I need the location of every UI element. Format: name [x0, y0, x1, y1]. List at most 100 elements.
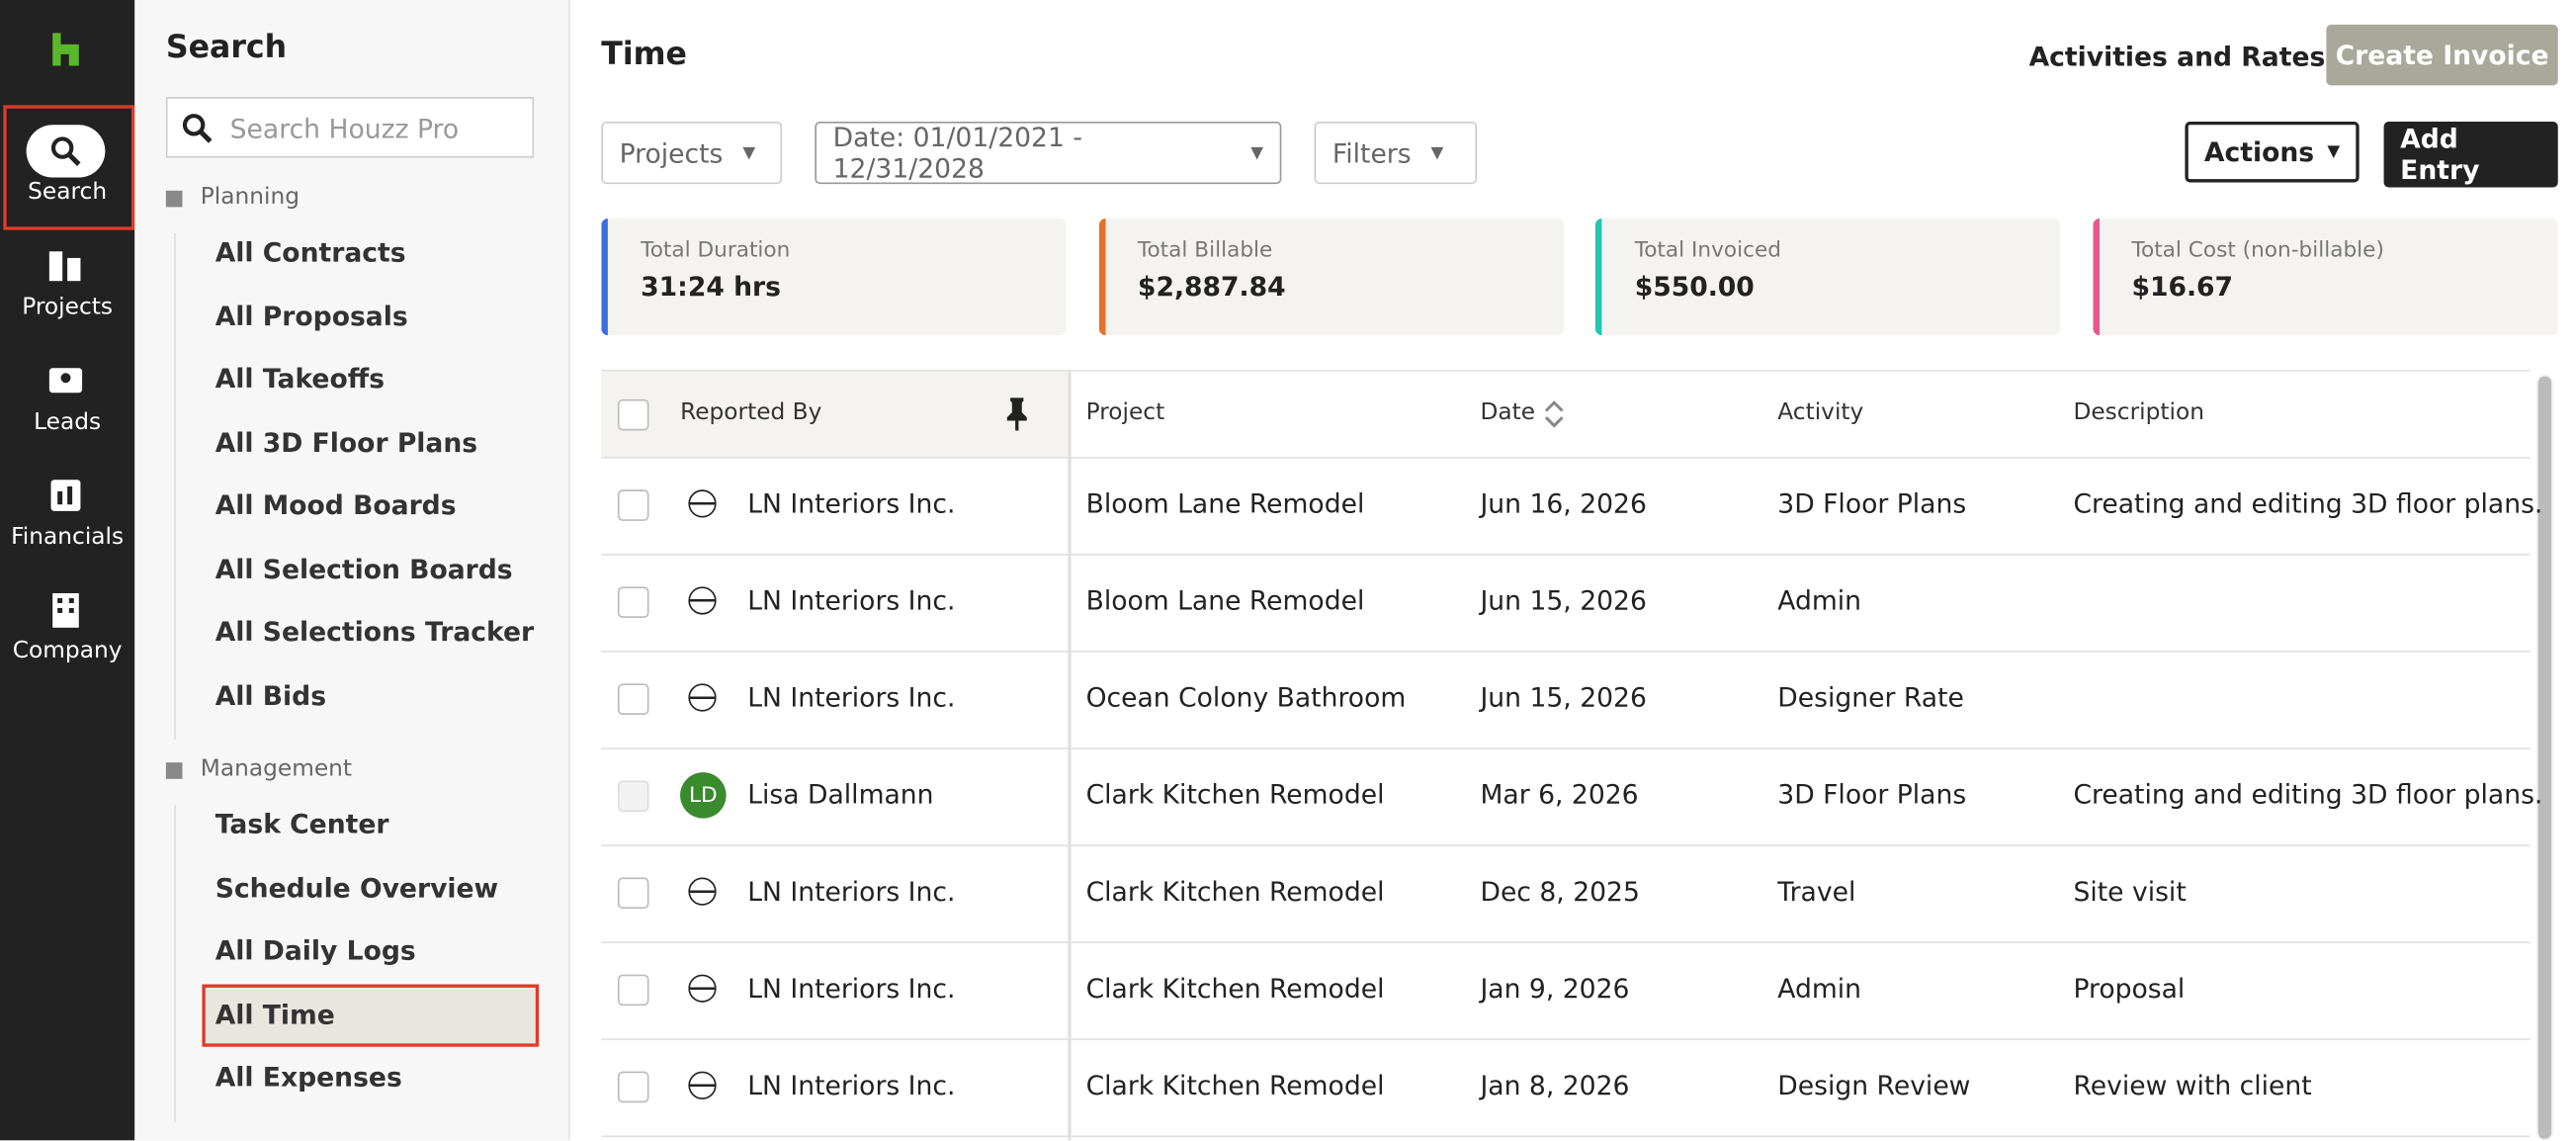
cell-activity: Design Review [1777, 1069, 1971, 1101]
projects-icon [48, 251, 81, 282]
cell-project: Ocean Colony Bathroom [1085, 681, 1407, 714]
nav-item[interactable]: Company [12, 637, 123, 664]
summary-card: Total Invoiced $550.00 [1594, 219, 2061, 336]
row-checkbox[interactable] [617, 974, 649, 1007]
table-border [601, 369, 2531, 372]
panel-link[interactable]: All Selections Tracker [215, 616, 535, 648]
panel-link[interactable]: All Expenses [215, 1061, 402, 1094]
cell-description: Site visit [2073, 875, 2187, 908]
company-avatar [688, 586, 717, 615]
card-value: $2,887.84 [1137, 271, 1286, 303]
caret: ▼ [1250, 143, 1264, 162]
panel-link[interactable]: All Bids [215, 679, 327, 711]
label: Actions [2203, 135, 2315, 168]
nav-item[interactable]: Projects [22, 294, 114, 321]
row-checkbox[interactable] [617, 1071, 649, 1103]
row-line [601, 1038, 2531, 1041]
add-entry-button[interactable]: Add Entry [2383, 121, 2558, 188]
activities-link[interactable]: Activities and Rates [2028, 41, 2326, 73]
card-label: Total Cost (non-billable) [2131, 237, 2384, 263]
company-avatar [688, 974, 717, 1003]
cell-activity: Travel [1777, 875, 1856, 908]
filters-dropdown[interactable]: Filters ▼ [1314, 121, 1478, 185]
panel-link[interactable]: Task Center [215, 808, 389, 840]
search-pill [26, 125, 106, 178]
cell-project: Bloom Lane Remodel [1085, 487, 1365, 520]
logo [52, 33, 79, 66]
section-label: Planning [200, 184, 301, 211]
row-checkbox[interactable] [617, 780, 649, 813]
caret: ▼ [742, 143, 756, 162]
scrollbar [2536, 374, 2553, 1141]
cell-reporter: LN Interiors Inc. [747, 875, 956, 908]
column-header: Reported By [680, 398, 822, 426]
financials-icon [50, 480, 81, 511]
search-icon [50, 136, 81, 166]
panel-link[interactable]: All Selection Boards [215, 553, 513, 584]
company-icon [52, 592, 79, 628]
projects-dropdown[interactable]: Projects ▼ [601, 121, 783, 185]
panel-link[interactable]: All 3D Floor Plans [215, 426, 478, 458]
card-value: $550.00 [1634, 271, 1755, 303]
actions-button[interactable]: Actions ▼ [2185, 121, 2360, 183]
panel-link[interactable]: All Takeoffs [215, 363, 386, 395]
caret: ▼ [1430, 143, 1444, 162]
panel-link[interactable]: All Proposals [215, 300, 408, 331]
panel-link[interactable]: All Contracts [215, 236, 406, 268]
create-invoice-button[interactable]: Create Invoice [2326, 24, 2558, 86]
nav-item[interactable]: Financials [11, 524, 125, 551]
panel-link[interactable]: All Daily Logs [215, 934, 416, 967]
summary-card: Total Cost (non-billable) $16.67 [2092, 219, 2557, 336]
row-line [601, 457, 2531, 459]
card-label: Total Billable [1137, 237, 1273, 263]
sort-icon [1544, 400, 1564, 428]
company-avatar [688, 877, 717, 906]
label: Filters [1331, 136, 1412, 169]
cell-reporter: LN Interiors Inc. [747, 1069, 956, 1101]
highlight [3, 105, 135, 230]
leads-icon [48, 368, 83, 394]
row-line [601, 941, 2531, 943]
summary-card: Total Duration 31:24 hrs [601, 219, 1067, 336]
cell-reporter: LN Interiors Inc. [747, 487, 956, 520]
cell-activity: Admin [1777, 972, 1862, 1005]
date-dropdown[interactable]: Date: 01/01/2021 - 12/31/2028 ▼ [815, 121, 1282, 185]
section-icon [165, 190, 183, 208]
panel-link[interactable]: All Mood Boards [215, 489, 457, 521]
row-checkbox[interactable] [617, 586, 649, 618]
panel-link[interactable]: Schedule Overview [215, 871, 499, 904]
cell-date: Jun 16, 2026 [1480, 487, 1647, 520]
row-checkbox[interactable] [617, 489, 649, 521]
row-checkbox[interactable] [617, 877, 649, 910]
cell-date: Jun 15, 2026 [1480, 584, 1647, 617]
cell-date: Jan 8, 2026 [1480, 1069, 1630, 1101]
row-line [601, 844, 2531, 846]
pin-divider [1068, 371, 1072, 1141]
scroll-thumb [2537, 376, 2552, 1139]
summary-card: Total Billable $2,887.84 [1098, 219, 1564, 336]
placeholder: Search Houzz Pro [229, 113, 460, 145]
nav-item[interactable]: Search [28, 179, 108, 206]
company-avatar [688, 683, 717, 712]
card-label: Total Invoiced [1634, 237, 1781, 263]
cell-description: Creating and editing 3D floor plans. [2073, 778, 2543, 811]
column-header: Date [1480, 398, 1536, 426]
cell-activity: Designer Rate [1777, 681, 1964, 714]
panel-link[interactable]: All Time [215, 998, 335, 1030]
section-label: Management [200, 755, 353, 783]
header-checkbox[interactable] [617, 398, 649, 431]
cell-project: Clark Kitchen Remodel [1085, 972, 1385, 1005]
pinned-header-bg [601, 371, 1069, 458]
cell-reporter: LN Interiors Inc. [747, 972, 956, 1005]
nav-item[interactable]: Leads [34, 408, 102, 436]
cell-activity: 3D Floor Plans [1777, 778, 1967, 811]
row-checkbox[interactable] [617, 683, 649, 715]
cell-reporter: LN Interiors Inc. [747, 584, 956, 617]
cell-activity: Admin [1777, 584, 1862, 617]
row-line [601, 554, 2531, 556]
cell-activity: 3D Floor Plans [1777, 487, 1967, 520]
cell-project: Clark Kitchen Remodel [1085, 875, 1385, 908]
search-input[interactable]: Search Houzz Pro [165, 97, 535, 158]
